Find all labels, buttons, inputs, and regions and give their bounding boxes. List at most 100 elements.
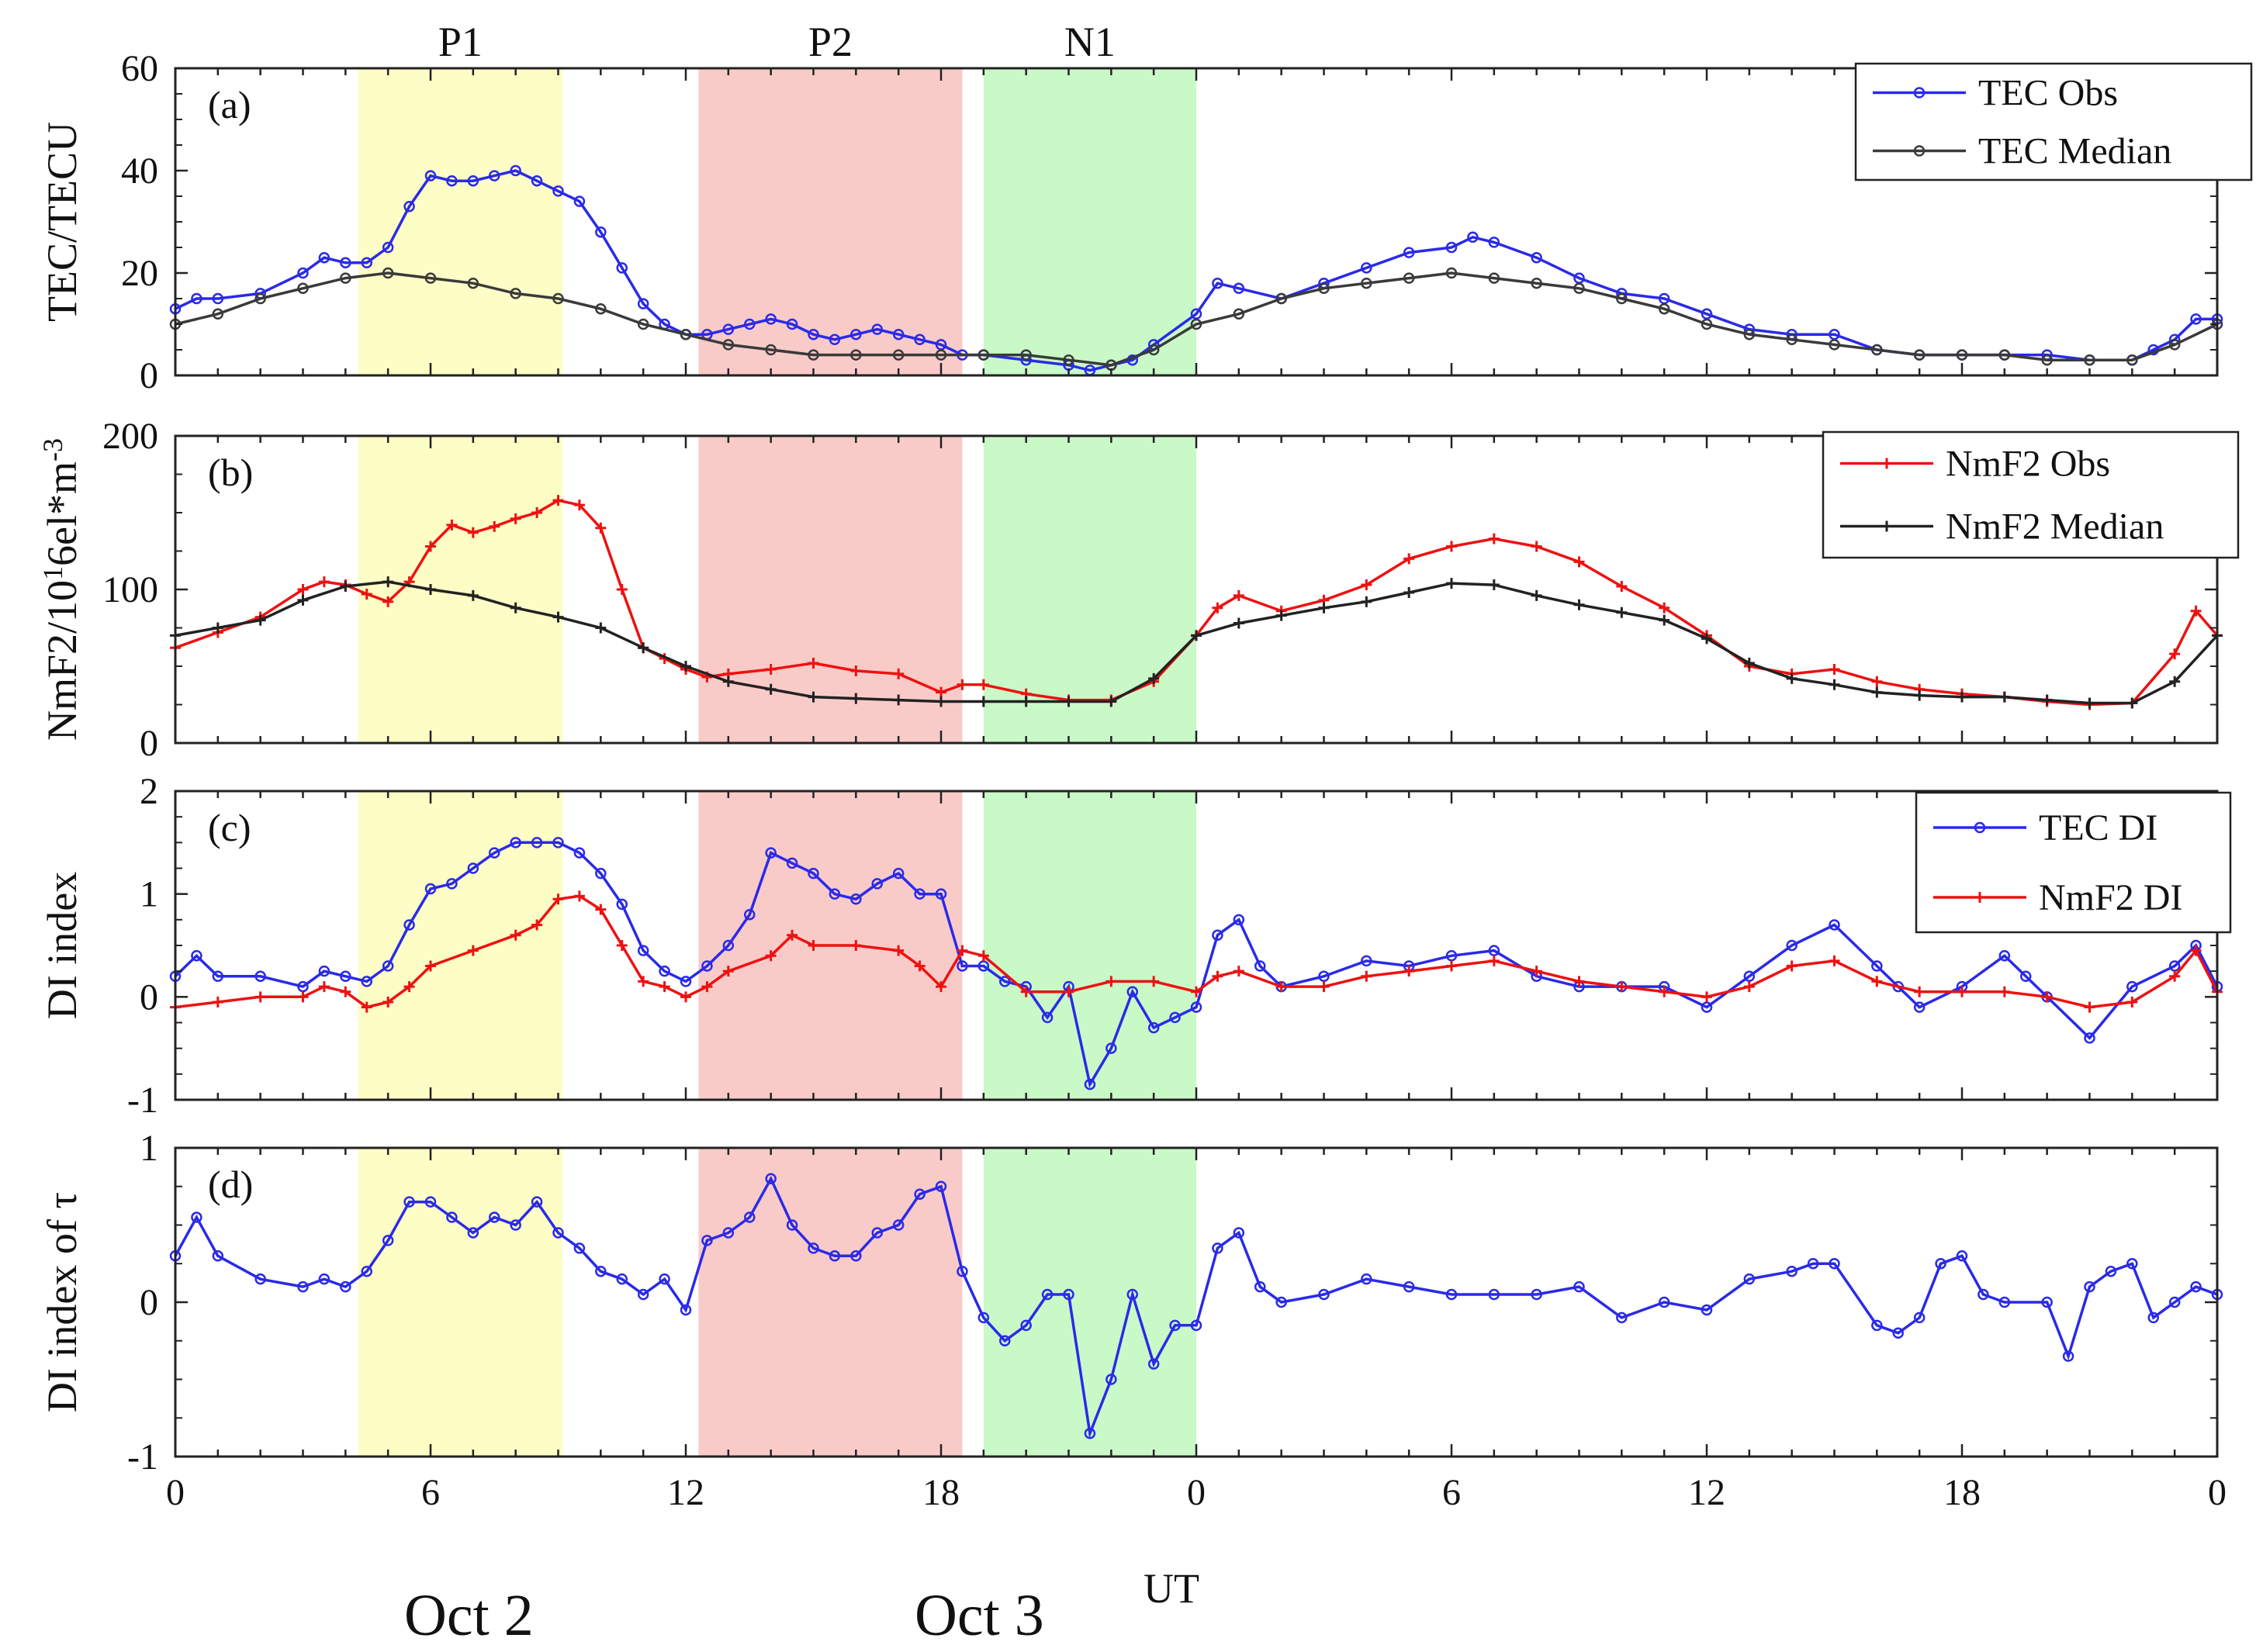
data-point	[1020, 1319, 1032, 1332]
data-point	[871, 878, 883, 890]
data-point	[2041, 1296, 2053, 1308]
data-point	[1786, 939, 1798, 952]
data-point	[510, 513, 521, 524]
data-point	[680, 976, 692, 987]
data-point	[531, 919, 543, 931]
data-point	[1126, 1288, 1138, 1301]
data-point	[2147, 1312, 2159, 1324]
legend-label: TEC Median	[1978, 131, 2171, 172]
data-point	[744, 908, 756, 921]
data-point	[977, 696, 989, 707]
data-point	[808, 940, 819, 951]
data-point	[1233, 914, 1245, 926]
data-point	[1020, 696, 1032, 707]
data-point	[935, 888, 947, 900]
data-point	[829, 334, 841, 346]
data-point	[1871, 676, 1883, 687]
data-point	[1488, 955, 1500, 966]
data-point	[1871, 1319, 1883, 1332]
data-point	[595, 904, 607, 915]
data-point	[616, 262, 628, 274]
legend-box	[1822, 430, 2240, 559]
data-point	[552, 837, 564, 848]
data-point	[680, 1304, 692, 1316]
data-point	[382, 596, 394, 607]
data-point	[489, 1211, 500, 1223]
data-point	[1658, 302, 1670, 315]
data-point	[1829, 679, 1840, 690]
data-point	[977, 349, 990, 361]
data-point	[254, 991, 266, 1003]
data-point	[1361, 579, 1372, 591]
data-point	[808, 867, 819, 880]
legend-marker	[1913, 87, 1926, 98]
data-point	[361, 257, 372, 269]
data-point	[1871, 344, 1883, 356]
data-point	[893, 694, 905, 706]
data-point	[936, 686, 946, 698]
data-point	[382, 1235, 394, 1246]
data-point	[1063, 1288, 1074, 1301]
data-point	[2126, 996, 2138, 1007]
data-point	[722, 1227, 735, 1239]
data-point	[808, 349, 819, 361]
data-point	[1233, 966, 1244, 977]
data-point	[361, 1265, 372, 1277]
data-point	[637, 318, 649, 330]
data-point	[467, 1227, 479, 1239]
data-point	[1913, 1001, 1926, 1013]
y-axis-label: DI index of τ	[39, 1192, 85, 1412]
panel-tag: (c)	[208, 806, 251, 849]
data-point	[467, 175, 479, 187]
legend-label: NmF2 Obs	[1946, 444, 2110, 485]
data-point	[1892, 1327, 1904, 1339]
band-n1-panel-3	[983, 791, 1196, 1100]
band-labels: P1 P2 N1	[438, 19, 1116, 65]
legend-marker	[1881, 458, 1892, 469]
data-point	[552, 292, 564, 305]
data-point	[1403, 1280, 1415, 1293]
y-axis-label: NmF2/1016el*m-3	[37, 438, 85, 741]
data-point	[424, 883, 437, 895]
data-point	[573, 1242, 586, 1254]
x-tick-label: 0	[1187, 1472, 1206, 1513]
data-point	[1275, 610, 1287, 621]
data-point	[1212, 277, 1223, 289]
data-point	[1829, 339, 1840, 351]
data-point	[977, 950, 989, 962]
data-point	[1275, 981, 1287, 993]
data-point	[786, 857, 798, 869]
data-point	[1191, 630, 1202, 641]
data-point	[2084, 1280, 2095, 1293]
data-point	[744, 318, 756, 330]
data-point	[1041, 1011, 1054, 1024]
data-point	[254, 292, 266, 305]
data-point	[1531, 1288, 1542, 1301]
data-point	[1148, 976, 1160, 987]
data-point	[829, 888, 841, 900]
data-point	[957, 1265, 968, 1277]
data-point	[425, 541, 436, 552]
data-point	[659, 965, 670, 977]
data-point	[1233, 282, 1245, 295]
data-point	[914, 1188, 926, 1200]
data-point	[1467, 231, 1479, 244]
data-point	[573, 195, 586, 207]
data-point	[1446, 578, 1457, 589]
data-point	[424, 170, 437, 181]
data-point	[977, 1312, 990, 1324]
panel-b: 0 100 200 NmF2/1016el*m-3 (b) NmF2 Obs NmF2 Me…	[37, 416, 2240, 764]
band-n1-panel-1	[983, 68, 1196, 375]
data-point	[2084, 1001, 2095, 1013]
data-point	[765, 683, 777, 695]
data-point	[1063, 986, 1074, 997]
panel-tag: (b)	[208, 451, 253, 494]
data-point	[893, 945, 905, 956]
data-point	[1191, 986, 1202, 997]
data-point	[318, 981, 330, 993]
data-point	[744, 1211, 756, 1223]
data-point	[638, 976, 649, 987]
data-point	[680, 328, 692, 340]
data-point	[1701, 633, 1712, 645]
panel-tag: (a)	[208, 83, 251, 126]
